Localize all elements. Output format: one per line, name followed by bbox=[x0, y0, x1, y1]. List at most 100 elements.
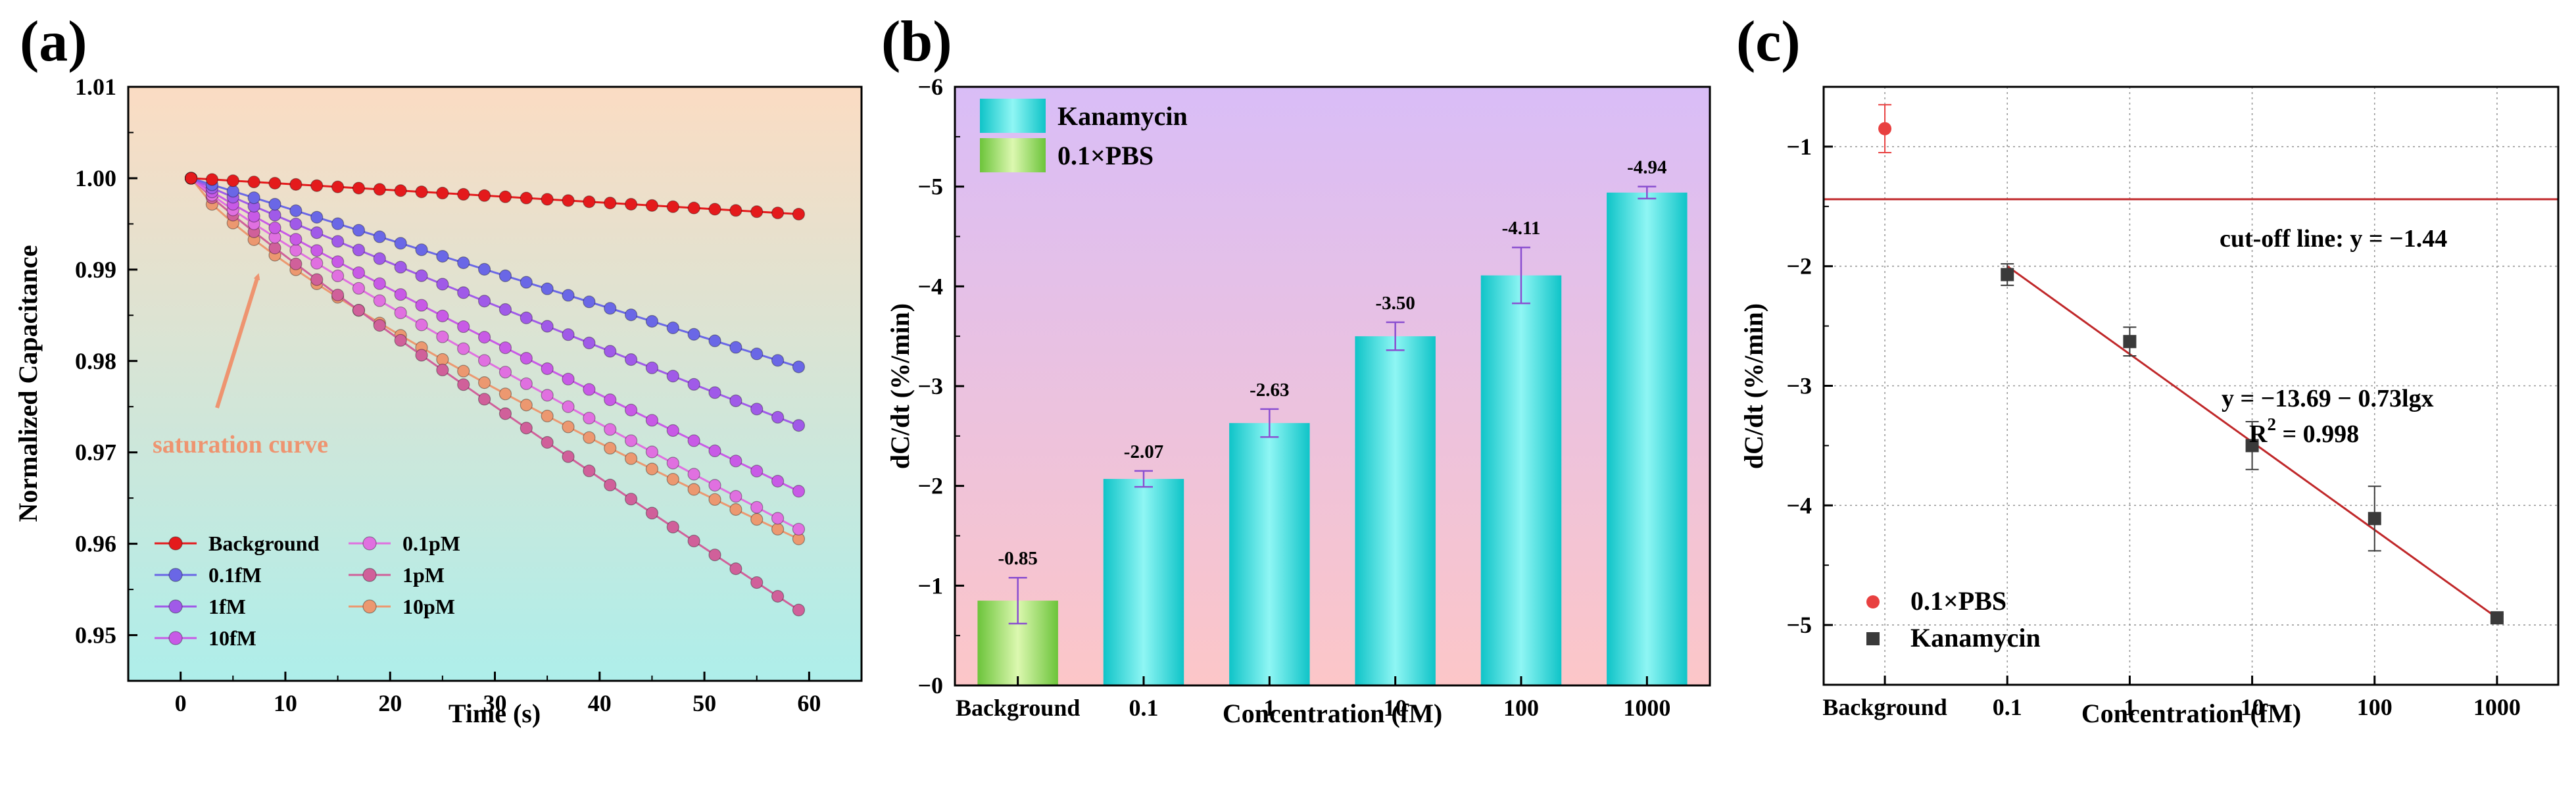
data-point bbox=[729, 394, 742, 407]
panel-a: (a) 0 10 20 30 40 50 60 0.95 0.96 0.97 0.98 0.99 1.0… bbox=[13, 10, 863, 728]
legend-label: 1fM bbox=[208, 595, 246, 618]
data-point bbox=[562, 328, 575, 341]
data-point bbox=[184, 172, 198, 185]
bar bbox=[1355, 336, 1436, 686]
data-point bbox=[331, 180, 345, 193]
panel-a-series bbox=[184, 172, 806, 616]
bar-value-label: -4.94 bbox=[1627, 157, 1666, 178]
data-point bbox=[604, 345, 617, 358]
data-point bbox=[708, 548, 721, 562]
data-point bbox=[415, 269, 428, 282]
legend-marker bbox=[362, 568, 377, 582]
data-point bbox=[541, 362, 554, 376]
data-point bbox=[289, 257, 303, 270]
legend-swatch bbox=[980, 138, 1046, 172]
y-tick-label: −2 bbox=[917, 473, 943, 499]
legend-label: Kanamycin bbox=[1910, 623, 2041, 653]
data-point bbox=[498, 387, 512, 401]
data-point bbox=[562, 372, 575, 385]
data-point bbox=[1878, 122, 1892, 136]
data-point bbox=[394, 334, 407, 347]
data-point bbox=[415, 186, 428, 199]
data-point bbox=[415, 349, 428, 362]
panel-c: (c) −1 −2 −3 −4 −5 Background 0.1 1 10 100 1000 Co… bbox=[1736, 10, 2560, 728]
panel-a-label: (a) bbox=[20, 10, 87, 74]
data-point bbox=[310, 226, 324, 239]
y-tick-label: 0.95 bbox=[75, 622, 116, 649]
data-point bbox=[541, 320, 554, 333]
data-point bbox=[708, 203, 721, 216]
data-point bbox=[373, 230, 386, 243]
data-point bbox=[520, 276, 533, 289]
data-point bbox=[289, 243, 303, 257]
panel-c-y-axis-title: dC/dt (%/min) bbox=[1739, 303, 1768, 469]
legend-item-0.1×PBS: 0.1×PBS bbox=[1866, 586, 2006, 616]
data-point bbox=[2368, 512, 2381, 526]
bar-value-label: -2.63 bbox=[1250, 380, 1289, 401]
data-point bbox=[268, 221, 281, 234]
data-point bbox=[457, 286, 470, 299]
y-tick-label: −5 bbox=[1786, 612, 1812, 638]
data-point bbox=[624, 353, 638, 366]
panel-c-ticks: −1 −2 −3 −4 −5 Background 0.1 1 10 100 1000 bbox=[1786, 86, 2521, 720]
legend-label: 0.1×PBS bbox=[1910, 586, 2006, 616]
data-point bbox=[666, 370, 679, 383]
legend-swatch bbox=[980, 99, 1046, 133]
data-point bbox=[708, 493, 721, 506]
data-point bbox=[624, 403, 638, 416]
saturation-arrow bbox=[215, 273, 260, 408]
data-point bbox=[708, 479, 721, 492]
data-point bbox=[771, 474, 785, 488]
x-tick-label: 20 bbox=[378, 690, 402, 716]
data-point bbox=[583, 464, 596, 478]
data-point bbox=[666, 424, 679, 437]
data-point bbox=[477, 354, 491, 367]
data-point bbox=[2245, 439, 2259, 453]
y-tick-label: 0.99 bbox=[75, 257, 116, 283]
data-point bbox=[583, 295, 596, 309]
data-point bbox=[520, 399, 533, 412]
legend-label: 0.1×PBS bbox=[1057, 141, 1154, 170]
legend-item-Kanamycin: Kanamycin bbox=[1866, 623, 2041, 653]
data-point bbox=[792, 360, 806, 374]
data-point bbox=[331, 269, 345, 282]
bar-value-label: -4.11 bbox=[1502, 218, 1541, 239]
x-tick-label: 100 bbox=[2357, 694, 2393, 720]
y-tick-label: −1 bbox=[917, 572, 943, 599]
data-point bbox=[520, 352, 533, 365]
data-point bbox=[457, 364, 470, 378]
x-tick-label: 0.1 bbox=[1129, 695, 1159, 721]
data-point bbox=[310, 273, 324, 286]
data-point bbox=[729, 341, 742, 354]
data-point bbox=[352, 182, 366, 195]
bar bbox=[1607, 192, 1688, 685]
data-point bbox=[457, 378, 470, 391]
data-point bbox=[394, 184, 407, 197]
y-tick-label: 0.97 bbox=[75, 439, 116, 466]
data-point bbox=[477, 331, 491, 344]
data-point bbox=[289, 204, 303, 217]
legend-item-Kanamycin: Kanamycin bbox=[980, 99, 1188, 133]
data-point bbox=[645, 314, 659, 328]
data-point bbox=[373, 294, 386, 307]
data-point bbox=[771, 589, 785, 603]
data-point bbox=[477, 262, 491, 276]
x-tick-label: 10 bbox=[1384, 695, 1407, 721]
data-point bbox=[729, 562, 742, 576]
legend-label: Kanamycin bbox=[1057, 101, 1188, 131]
legend-marker bbox=[168, 599, 183, 614]
y-tick-label: −4 bbox=[917, 273, 943, 299]
x-tick-label: 1000 bbox=[2473, 694, 2521, 720]
series-Background bbox=[184, 172, 806, 221]
data-point bbox=[645, 445, 659, 458]
data-point bbox=[2001, 268, 2014, 282]
data-point bbox=[792, 603, 806, 616]
data-point bbox=[498, 303, 512, 316]
panel-c-legend: 0.1×PBS Kanamycin bbox=[1866, 586, 2041, 653]
legend-label: 0.1pM bbox=[402, 532, 460, 555]
data-point bbox=[352, 266, 366, 280]
legend-item-Background: Background bbox=[155, 532, 320, 555]
data-point bbox=[352, 304, 366, 317]
data-point bbox=[373, 183, 386, 196]
data-point bbox=[562, 194, 575, 207]
